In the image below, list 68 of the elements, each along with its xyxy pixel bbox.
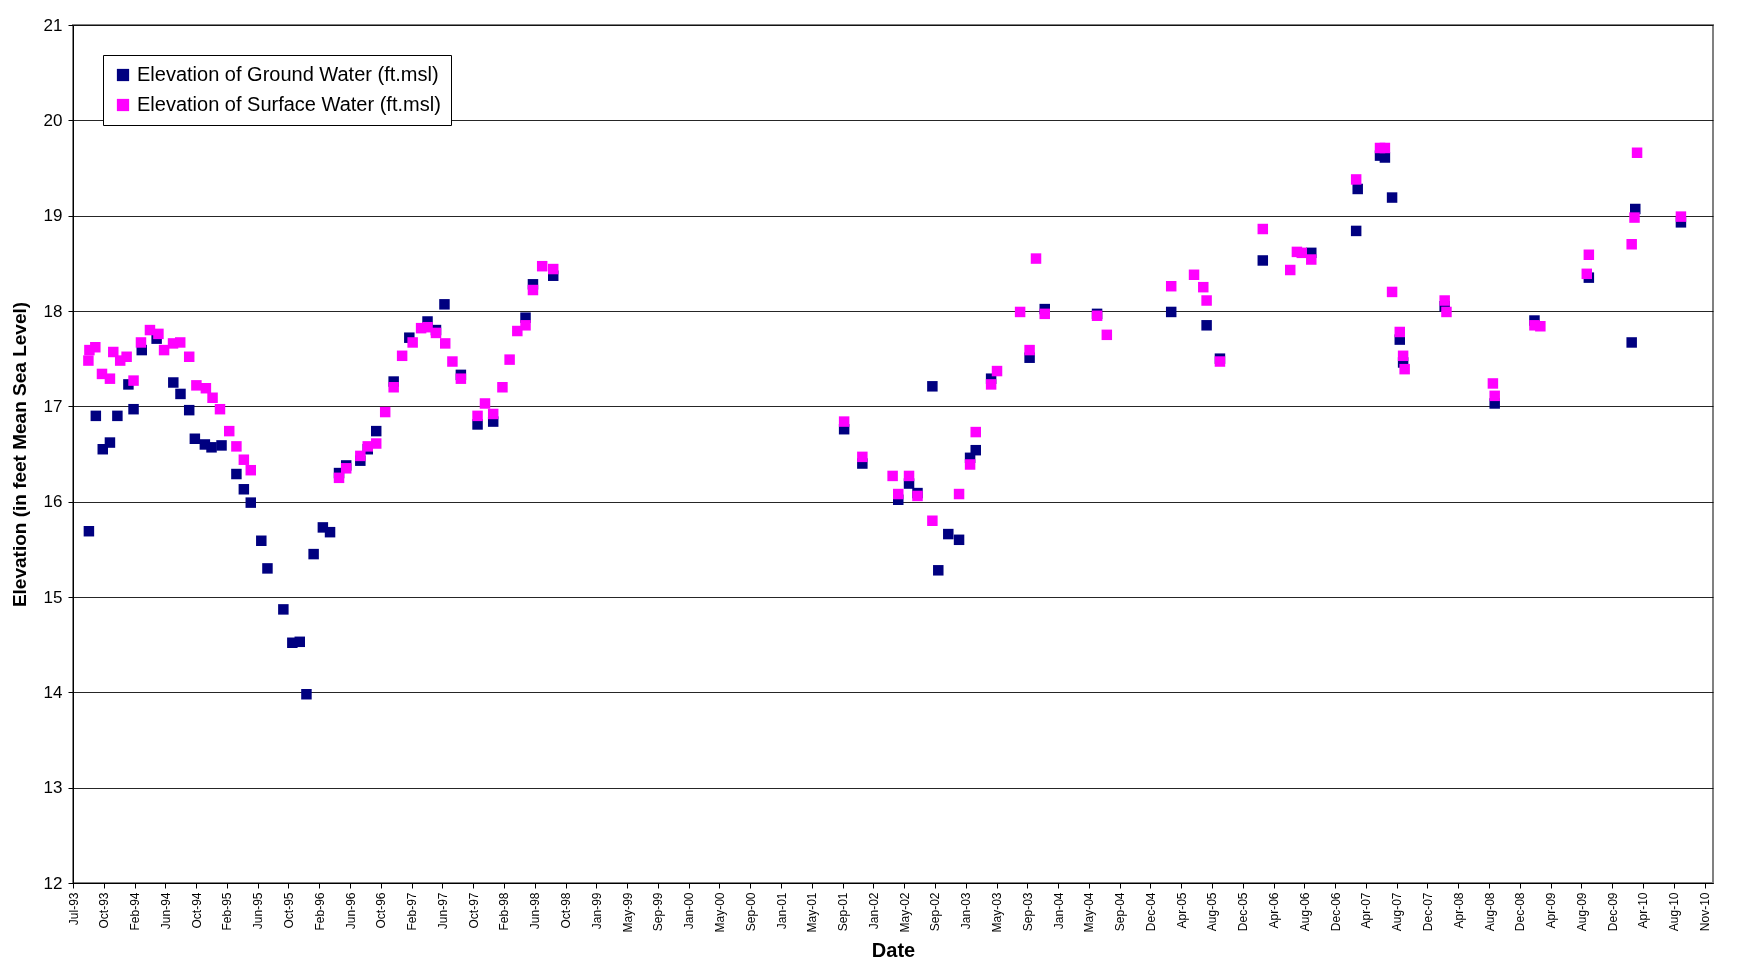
- x-tick-label: Apr-09: [1544, 892, 1559, 929]
- y-axis-title: Elevation (in feet Mean Sea Level): [8, 301, 30, 608]
- x-tick-label: Feb-98: [497, 892, 512, 931]
- y-tick-label: 20: [43, 110, 63, 130]
- x-tick-label: Jun-94: [158, 892, 173, 930]
- x-tick-label: Oct-93: [97, 892, 112, 929]
- y-tick-label: 19: [43, 206, 63, 226]
- x-tick-label: Sep-02: [928, 892, 943, 932]
- x-tick-label: Jan-02: [866, 892, 881, 930]
- x-tick-label: Jun-97: [435, 892, 450, 930]
- x-tick-label: Aug-06: [1297, 892, 1312, 932]
- x-tick-label: Aug-05: [1205, 892, 1220, 932]
- x-tick-label: Sep-04: [1113, 892, 1128, 932]
- x-tick-label: Feb-95: [220, 892, 235, 931]
- x-tick-label: Jan-04: [1051, 892, 1066, 930]
- x-tick-label: Oct-95: [281, 892, 296, 929]
- x-tick-label: Feb-96: [312, 892, 327, 931]
- x-tick-label: Dec-07: [1420, 892, 1435, 932]
- x-tick-label: Sep-00: [743, 892, 758, 932]
- y-tick-label: 15: [43, 587, 63, 607]
- x-tick-label: Apr-07: [1359, 892, 1374, 929]
- y-tick-label: 18: [43, 301, 63, 321]
- x-tick-label: May-02: [897, 892, 912, 933]
- x-tick-label: Dec-04: [1143, 892, 1158, 932]
- y-tick-label: 21: [43, 15, 63, 35]
- y-tick-label: 13: [43, 778, 63, 798]
- x-tick-label: Oct-97: [466, 892, 481, 929]
- y-tick-label: 17: [43, 396, 63, 416]
- y-tick-label: 14: [43, 682, 63, 702]
- x-tick-label: Dec-09: [1605, 892, 1620, 932]
- x-tick-label: Dec-05: [1236, 892, 1251, 932]
- x-tick-label: Sep-01: [836, 892, 851, 932]
- x-tick-label: May-01: [805, 892, 820, 933]
- x-axis-title: Date: [871, 938, 916, 961]
- x-tick-label: Apr-08: [1451, 892, 1466, 929]
- x-tick-label: Aug-10: [1667, 892, 1682, 932]
- x-tick-label: May-00: [712, 892, 727, 933]
- x-tick-label: Apr-10: [1636, 892, 1651, 929]
- x-tick-label: Jul-93: [66, 892, 81, 926]
- x-tick-label: Oct-96: [374, 892, 389, 929]
- x-tick-label: Oct-94: [189, 892, 204, 929]
- x-tick-label: Aug-07: [1390, 892, 1405, 932]
- legend-label: Elevation of Ground Water (ft.msl): [137, 63, 439, 85]
- x-tick-label: Jun-98: [528, 892, 543, 930]
- x-tick-label: Jan-01: [774, 892, 789, 930]
- x-tick-label: Nov-10: [1698, 892, 1713, 932]
- x-tick-label: Aug-08: [1482, 892, 1497, 932]
- x-tick-label: May-03: [990, 892, 1005, 933]
- x-tick-label: Aug-09: [1574, 892, 1589, 932]
- x-tick-label: Jan-03: [959, 892, 974, 930]
- x-tick-label: Jun-96: [343, 892, 358, 930]
- x-tick-label: Sep-99: [651, 892, 666, 932]
- x-tick-label: Feb-97: [405, 892, 420, 931]
- x-tick-label: May-04: [1082, 892, 1097, 933]
- x-tick-label: Feb-94: [128, 892, 143, 931]
- x-tick-label: Dec-06: [1328, 892, 1343, 932]
- x-tick-label: May-99: [620, 892, 635, 933]
- x-tick-label: Jan-00: [682, 892, 697, 930]
- x-tick-label: Oct-98: [559, 892, 574, 929]
- legend-label: Elevation of Surface Water (ft.msl): [137, 93, 441, 115]
- x-tick-label: Apr-06: [1267, 892, 1282, 929]
- x-tick-label: Sep-03: [1020, 892, 1035, 932]
- y-tick-label: 16: [43, 492, 63, 512]
- x-tick-label: Dec-08: [1513, 892, 1528, 932]
- y-tick-label: 12: [43, 873, 63, 893]
- x-tick-label: Jan-99: [589, 892, 604, 930]
- x-tick-label: Jun-95: [251, 892, 266, 930]
- x-tick-label: Apr-05: [1174, 892, 1189, 929]
